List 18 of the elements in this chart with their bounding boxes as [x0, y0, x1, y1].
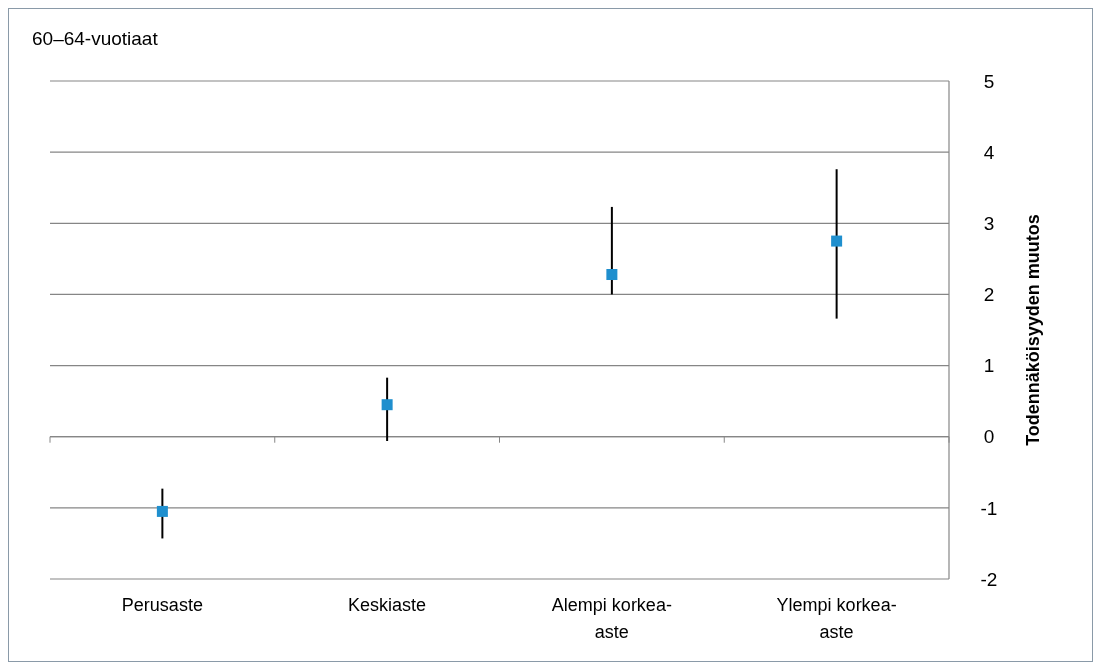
- y-tick-label: 5: [983, 70, 995, 92]
- y-tick-label: -1: [980, 497, 998, 519]
- x-tick-label: Perusaste: [121, 595, 203, 615]
- x-tick-label: Ylempi korkea-aste: [776, 595, 897, 642]
- y-tick-label: -2: [980, 568, 998, 590]
- y-tick-label: 2: [983, 284, 995, 306]
- x-tick-label: Keskiaste: [348, 595, 427, 615]
- y-tick-label: 1: [983, 355, 995, 377]
- y-axis-title: Todennäköisyyden muutos: [1023, 214, 1043, 446]
- point: [381, 399, 393, 411]
- y-tick-label: 3: [983, 212, 995, 234]
- point: [606, 269, 618, 281]
- y-tick-label: 0: [983, 426, 995, 448]
- chart-title: 60–64-vuotiaat: [32, 28, 159, 49]
- point: [831, 235, 843, 247]
- x-tick-label: Alempi korkea-aste: [551, 595, 672, 642]
- y-tick-label: 4: [983, 141, 995, 163]
- point: [156, 505, 168, 517]
